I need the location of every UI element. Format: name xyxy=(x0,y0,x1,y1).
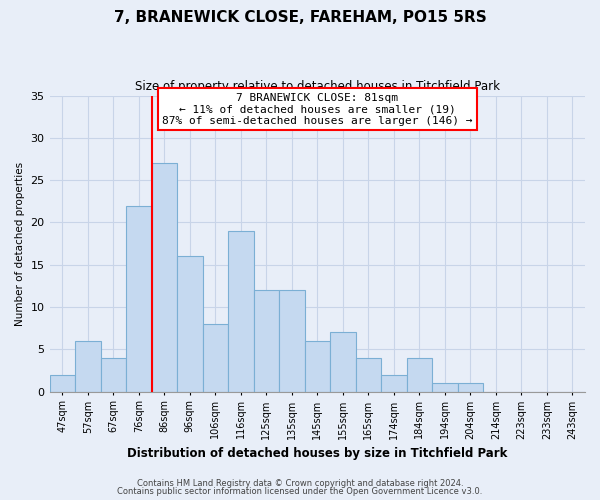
Bar xyxy=(152,163,177,392)
Text: Contains HM Land Registry data © Crown copyright and database right 2024.: Contains HM Land Registry data © Crown c… xyxy=(137,478,463,488)
Y-axis label: Number of detached properties: Number of detached properties xyxy=(15,162,25,326)
Bar xyxy=(432,383,458,392)
Bar xyxy=(279,290,305,392)
Bar xyxy=(305,341,330,392)
Text: 7, BRANEWICK CLOSE, FAREHAM, PO15 5RS: 7, BRANEWICK CLOSE, FAREHAM, PO15 5RS xyxy=(113,10,487,25)
Bar xyxy=(177,256,203,392)
Bar xyxy=(75,341,101,392)
Bar xyxy=(50,374,75,392)
Bar xyxy=(407,358,432,392)
Text: 7 BRANEWICK CLOSE: 81sqm
← 11% of detached houses are smaller (19)
87% of semi-d: 7 BRANEWICK CLOSE: 81sqm ← 11% of detach… xyxy=(162,92,473,126)
Bar xyxy=(203,324,228,392)
Bar xyxy=(330,332,356,392)
Title: Size of property relative to detached houses in Titchfield Park: Size of property relative to detached ho… xyxy=(135,80,500,93)
Bar xyxy=(101,358,126,392)
Bar xyxy=(126,206,152,392)
Text: Contains public sector information licensed under the Open Government Licence v3: Contains public sector information licen… xyxy=(118,487,482,496)
Bar xyxy=(356,358,381,392)
Bar xyxy=(228,231,254,392)
Bar xyxy=(254,290,279,392)
Bar xyxy=(381,374,407,392)
X-axis label: Distribution of detached houses by size in Titchfield Park: Distribution of detached houses by size … xyxy=(127,447,508,460)
Bar xyxy=(458,383,483,392)
